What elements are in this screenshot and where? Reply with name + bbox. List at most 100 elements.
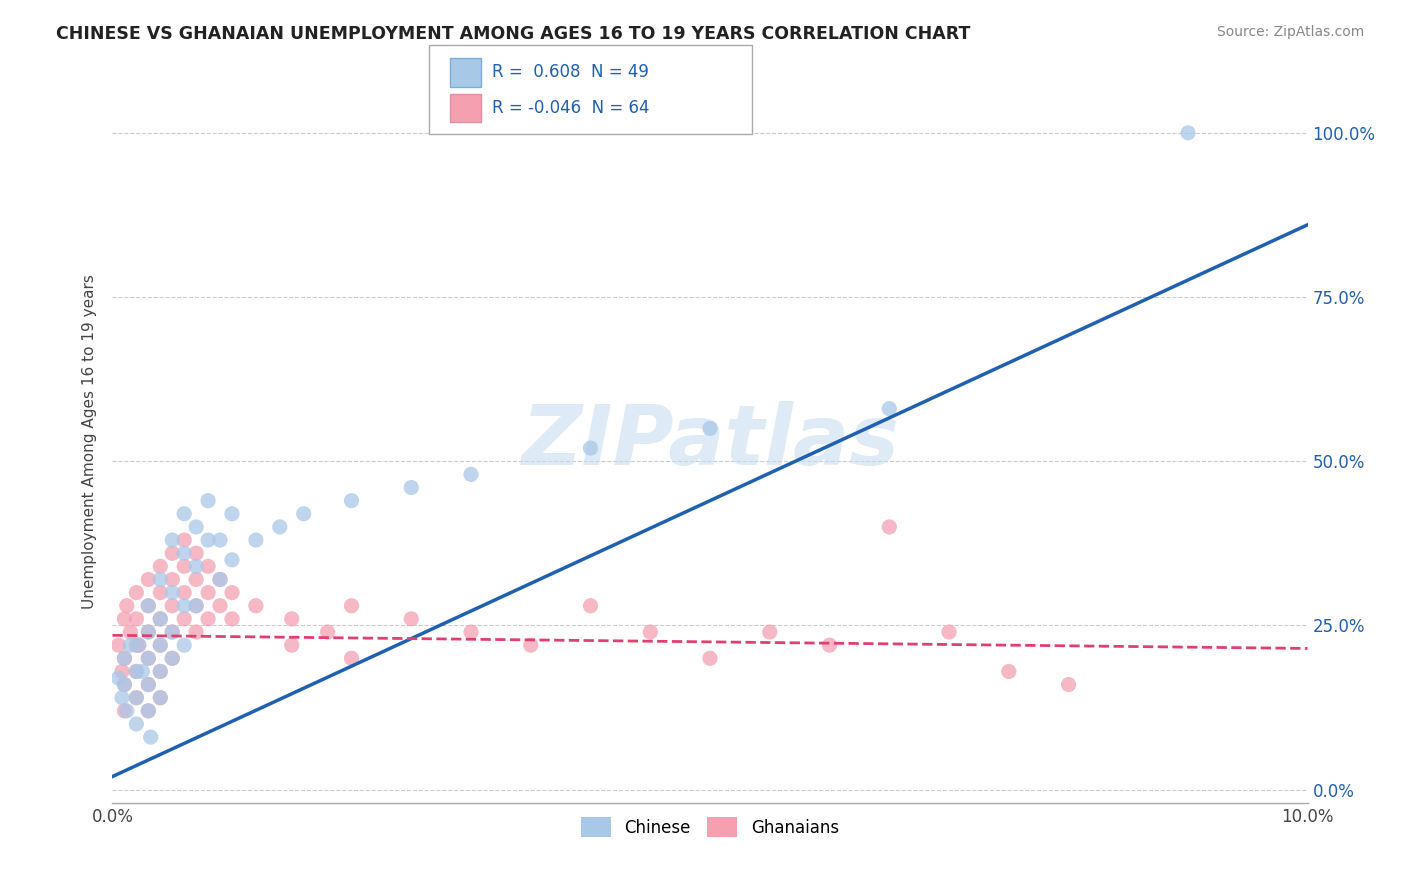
Point [197,559,219,574]
Point [209,573,232,587]
Point [149,690,172,705]
Point [128,638,150,652]
Point [125,612,148,626]
Point [699,421,721,435]
Point [401,612,423,626]
Point [879,520,901,534]
Point [281,638,304,652]
Point [938,625,960,640]
Point [186,520,208,534]
Point [149,612,172,626]
Point [699,651,721,665]
Point [120,638,142,652]
Point [138,625,160,640]
Point [186,599,208,613]
Point [138,651,160,665]
Point [138,599,160,613]
Point [138,599,160,613]
Point [209,533,232,547]
Point [209,599,232,613]
Point [209,573,232,587]
Point [340,651,363,665]
Point [269,520,291,534]
Point [114,677,135,691]
Point [401,481,423,495]
Point [162,651,183,665]
Point [340,493,363,508]
Point [138,704,160,718]
Point [115,704,138,718]
Point [111,690,134,705]
Point [149,638,172,652]
Point [221,507,243,521]
Point [149,585,172,599]
Point [1177,126,1199,140]
Point [125,585,148,599]
Text: R =  0.608  N = 49: R = 0.608 N = 49 [492,63,650,81]
Point [138,677,160,691]
Point [316,625,339,640]
Point [138,651,160,665]
Point [186,559,208,574]
Point [138,704,160,718]
Point [107,671,129,685]
Text: Source: ZipAtlas.com: Source: ZipAtlas.com [1216,25,1364,39]
Text: CHINESE VS GHANAIAN UNEMPLOYMENT AMONG AGES 16 TO 19 YEARS CORRELATION CHART: CHINESE VS GHANAIAN UNEMPLOYMENT AMONG A… [56,25,970,43]
Point [998,665,1021,679]
Point [879,401,901,416]
Point [149,573,172,587]
Point [162,651,183,665]
Point [173,599,195,613]
Point [173,507,195,521]
Point [107,638,129,652]
Point [120,625,142,640]
Text: ZIPatlas: ZIPatlas [522,401,898,482]
Point [162,625,183,640]
Point [221,612,243,626]
Point [138,573,160,587]
Point [149,665,172,679]
Point [131,665,153,679]
Point [173,533,195,547]
Point [162,625,183,640]
Text: R = -0.046  N = 64: R = -0.046 N = 64 [492,99,650,117]
Point [114,612,135,626]
Point [640,625,662,640]
Point [186,573,208,587]
Point [579,441,602,455]
Point [114,651,135,665]
Point [173,546,195,560]
Point [818,638,841,652]
Point [128,638,150,652]
Point [125,665,148,679]
Point [125,638,148,652]
Point [340,599,363,613]
Point [138,625,160,640]
Point [139,730,162,744]
Point [245,599,267,613]
Point [125,717,148,731]
Point [197,493,219,508]
Point [292,507,315,521]
Point [221,585,243,599]
Point [162,599,183,613]
Point [111,665,134,679]
Y-axis label: Unemployment Among Ages 16 to 19 years: Unemployment Among Ages 16 to 19 years [82,274,97,609]
Point [114,704,135,718]
Point [173,585,195,599]
Legend: Chinese, Ghanaians: Chinese, Ghanaians [572,809,848,845]
Point [460,625,482,640]
Point [114,651,135,665]
Point [197,533,219,547]
Point [281,612,304,626]
Point [138,677,160,691]
Point [186,625,208,640]
Point [149,612,172,626]
Point [149,690,172,705]
Point [460,467,482,482]
Point [173,638,195,652]
Point [173,559,195,574]
Point [125,690,148,705]
Point [149,559,172,574]
Point [197,585,219,599]
